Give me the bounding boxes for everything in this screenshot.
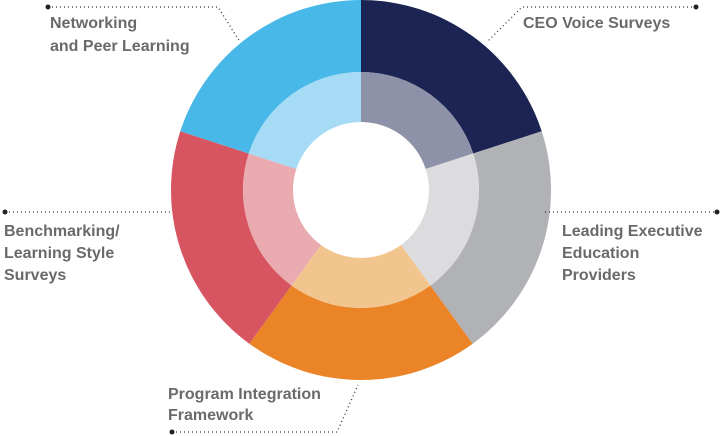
label: Framework [168,407,253,424]
outer-segment [180,0,361,154]
label: Benchmarking/ [4,223,120,240]
label: Networking [50,15,137,32]
inner-segment [248,72,361,169]
inner-segment [400,153,479,286]
label: and Peer Learning [50,38,190,55]
label: Learning Style [4,245,114,262]
outer-segment [170,131,292,344]
leaders [2,4,720,435]
ring [170,0,551,380]
leader-dot [693,4,699,10]
label: Education [562,245,639,262]
label: Leading Executive [562,223,703,240]
leader-dot [45,4,51,10]
leader-dot [169,429,175,435]
labels: CEO Voice Surveys Leading Executive Educ… [4,15,703,424]
inner-segment [361,72,474,169]
inner-segment [291,245,431,309]
leader-line [172,384,359,433]
label: Surveys [4,267,66,284]
label: CEO Voice Surveys [523,15,670,32]
leader-line [48,6,241,43]
label: Program Integration [168,386,321,403]
outer-segment [249,285,473,380]
leader-dot [714,209,720,215]
leader-dot [2,209,8,215]
inner-segment [243,153,322,286]
label: Providers [562,267,636,284]
outer-segment [361,0,542,154]
outer-segment [430,131,551,344]
